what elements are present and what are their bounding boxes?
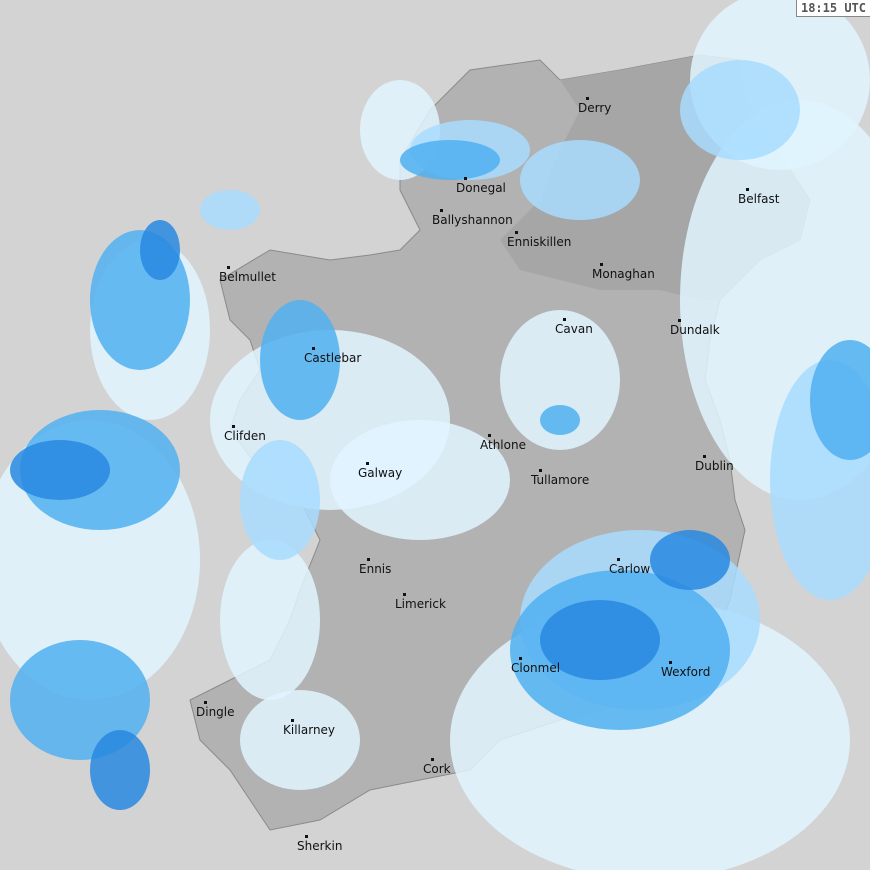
city-label-limerick: Limerick xyxy=(395,597,446,611)
city-dot xyxy=(440,209,443,212)
city-dot xyxy=(232,425,235,428)
city-dot xyxy=(563,318,566,321)
city-dot xyxy=(617,558,620,561)
city-label-belmullet: Belmullet xyxy=(219,270,276,284)
rain-cell xyxy=(540,405,580,435)
city-dot xyxy=(367,558,370,561)
city-label-clifden: Clifden xyxy=(224,429,266,443)
rain-cell xyxy=(680,60,800,160)
city-label-donegal: Donegal xyxy=(456,181,506,195)
city-label-clonmel: Clonmel xyxy=(511,661,561,675)
city-label-cavan: Cavan xyxy=(555,322,593,336)
city-label-cork: Cork xyxy=(423,762,451,776)
rain-cell xyxy=(400,140,500,180)
rain-cell xyxy=(200,190,260,230)
rain-cell xyxy=(650,530,730,590)
city-dot xyxy=(403,593,406,596)
rain-cell xyxy=(220,540,320,700)
city-dot xyxy=(586,97,589,100)
rain-cell xyxy=(330,420,510,540)
city-label-enniskillen: Enniskillen xyxy=(507,235,572,249)
city-dot xyxy=(539,469,542,472)
city-dot xyxy=(746,188,749,191)
city-dot xyxy=(678,319,681,322)
city-dot xyxy=(519,657,522,660)
city-dot xyxy=(515,231,518,234)
city-dot xyxy=(703,455,706,458)
city-dot xyxy=(464,177,467,180)
rain-cell xyxy=(260,300,340,420)
city-dot xyxy=(227,266,230,269)
city-label-carlow: Carlow xyxy=(609,562,651,576)
city-label-dublin: Dublin xyxy=(695,459,734,473)
city-label-wexford: Wexford xyxy=(661,665,711,679)
city-label-belfast: Belfast xyxy=(738,192,780,206)
city-label-killarney: Killarney xyxy=(283,723,336,737)
timestamp-label: 18:15 UTC xyxy=(795,0,870,17)
city-dot xyxy=(305,835,308,838)
city-label-castlebar: Castlebar xyxy=(304,351,362,365)
city-label-dundalk: Dundalk xyxy=(670,323,720,337)
rain-cell xyxy=(10,640,150,760)
rain-cell xyxy=(500,310,620,450)
city-label-derry: Derry xyxy=(578,101,612,115)
rain-cell xyxy=(540,600,660,680)
city-dot xyxy=(600,263,603,266)
city-dot xyxy=(204,701,207,704)
rain-cell xyxy=(240,690,360,790)
city-label-ballyshannon: Ballyshannon xyxy=(432,213,513,227)
city-dot xyxy=(291,719,294,722)
rain-cell xyxy=(520,140,640,220)
rain-cell xyxy=(810,340,870,460)
rain-cell xyxy=(140,220,180,280)
city-label-tullamore: Tullamore xyxy=(531,473,590,487)
city-label-ennis: Ennis xyxy=(359,562,392,576)
city-label-dingle: Dingle xyxy=(196,705,235,719)
rain-cell xyxy=(90,730,150,810)
rain-cell xyxy=(10,440,110,500)
city-dot xyxy=(669,661,672,664)
city-label-athlone: Athlone xyxy=(480,438,526,452)
city-dot xyxy=(366,462,369,465)
rain-cell xyxy=(240,440,320,560)
city-label-galway: Galway xyxy=(358,466,403,480)
city-label-sherkin: Sherkin xyxy=(297,839,343,853)
city-label-monaghan: Monaghan xyxy=(592,267,655,281)
city-dot xyxy=(312,347,315,350)
city-dot xyxy=(431,758,434,761)
city-dot xyxy=(488,434,491,437)
